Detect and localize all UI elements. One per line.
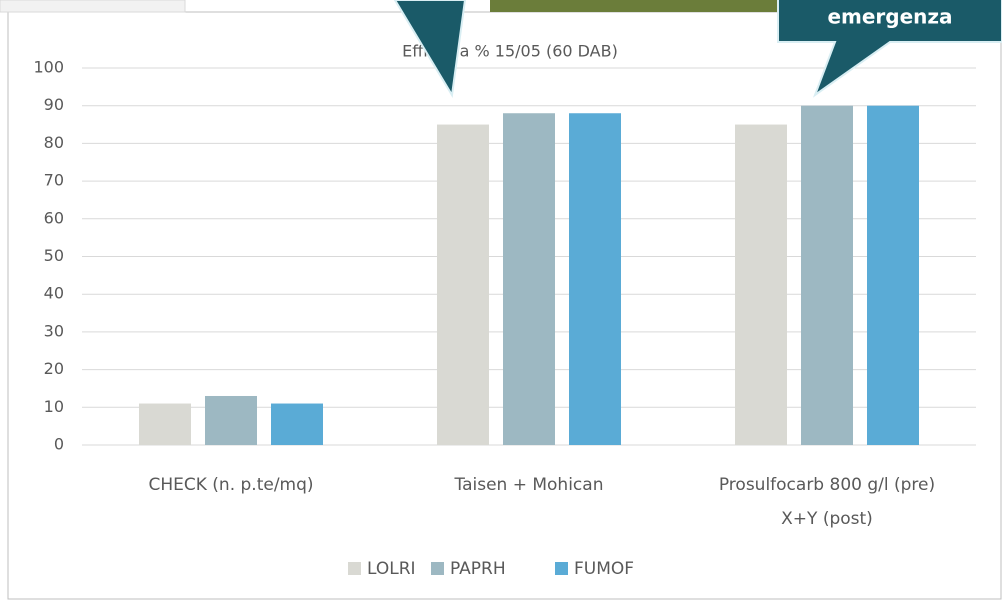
y-tick-label: 30 <box>44 321 64 340</box>
bar <box>139 403 191 445</box>
y-tick-label: 50 <box>44 246 64 265</box>
bar <box>271 403 323 445</box>
legend-swatch <box>431 562 444 575</box>
y-tick-label: 0 <box>54 435 64 454</box>
photo-strip <box>490 0 780 12</box>
y-tick-label: 10 <box>44 397 64 416</box>
x-tick-label: CHECK (n. p.te/mq) <box>148 475 314 495</box>
slide-box <box>0 0 186 13</box>
bar <box>867 105 919 445</box>
x-tick-label: Prosulfocarb 800 g/l (pre) X+Y (post) <box>718 475 936 529</box>
y-tick-label: 100 <box>33 58 64 77</box>
legend-swatch <box>348 562 361 575</box>
y-tick-label: 90 <box>44 95 64 114</box>
bar <box>801 105 853 445</box>
bar <box>437 124 489 446</box>
bar <box>735 124 787 446</box>
y-tick-label: 40 <box>44 284 64 303</box>
callout-pointer <box>393 0 467 98</box>
legend-swatch <box>555 562 568 575</box>
legend-label: LOLRI <box>367 559 416 579</box>
bar <box>205 395 257 445</box>
callout-box <box>777 0 1002 98</box>
y-tick-label: 20 <box>44 359 64 378</box>
y-tick-label: 80 <box>44 133 64 152</box>
y-tick-label: 60 <box>44 208 64 227</box>
legend-label: PAPRH <box>450 559 506 579</box>
bar <box>503 113 555 446</box>
bar <box>569 113 621 446</box>
y-tick-label: 70 <box>44 171 64 190</box>
callout-text: emergenza <box>827 5 952 29</box>
legend-label: FUMOF <box>574 559 634 579</box>
x-tick-label: Taisen + Mohican <box>454 475 604 495</box>
